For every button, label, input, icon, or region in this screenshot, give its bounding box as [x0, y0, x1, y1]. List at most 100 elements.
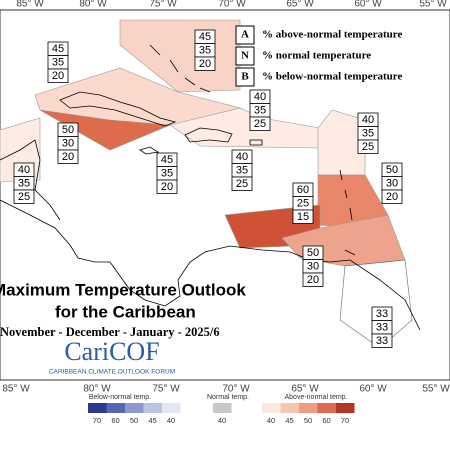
probability-value: 35 — [52, 57, 64, 69]
colorbar-label: Normal temp. — [207, 394, 249, 401]
probability-value: 20 — [161, 181, 173, 193]
probability-value: 25 — [297, 198, 309, 210]
coast-puerto-rico — [249, 139, 263, 146]
probability-value: 20 — [52, 70, 64, 82]
legend: A % above-normal temperature N % normal tem… — [235, 25, 402, 87]
colorbar-swatch — [88, 403, 107, 413]
colorbar-tick: 45 — [148, 416, 156, 425]
probability-value: 50 — [62, 124, 74, 136]
probability-value: 20 — [62, 151, 74, 163]
longitude-label: 60° W — [354, 0, 382, 10]
colorbar-swatch — [143, 403, 162, 413]
probability-value: 33 — [376, 322, 388, 334]
probability-value: 60 — [297, 184, 309, 196]
colorbar-tick: 45 — [285, 416, 293, 425]
probability-value: 15 — [297, 211, 309, 223]
logo-tagline: CARIBBEAN CLIMATE OUTLOOK FORUM — [49, 369, 175, 376]
longitude-label: 85° W — [16, 0, 44, 10]
probability-value: 45 — [52, 43, 64, 55]
colorbar-tick: 40 — [218, 416, 226, 425]
probability-cell — [292, 209, 314, 224]
colorbar-tick: 60 — [111, 416, 119, 425]
probability-cell — [47, 68, 69, 83]
legend-key-box — [235, 25, 255, 45]
coast-yucatan — [0, 139, 61, 221]
probability-value: 35 — [362, 128, 374, 140]
longitude-label: 75° W — [152, 384, 180, 395]
probability-value: 35 — [199, 45, 211, 57]
colorbar-swatch — [125, 403, 144, 413]
title-line: for the Caribbean — [55, 302, 196, 321]
legend-text: % normal temperature — [262, 50, 371, 62]
coast-bahamas — [149, 44, 211, 93]
probability-value: 35 — [254, 105, 266, 117]
region-guianas — [339, 259, 413, 349]
probability-cell — [194, 56, 216, 71]
coast-jamaica — [139, 146, 160, 155]
longitude-label: 55° W — [422, 384, 450, 395]
probability-value: 30 — [386, 178, 398, 190]
probability-value: 33 — [376, 335, 388, 347]
legend-text: % below-normal temperature — [262, 71, 402, 83]
legend-key: A — [241, 29, 249, 41]
coast-cuba — [59, 91, 177, 127]
longitude-label: 70° W — [222, 384, 250, 395]
coastlines — [0, 44, 421, 331]
probability-value: 20 — [307, 274, 319, 286]
probability-value: 35 — [161, 168, 173, 180]
colorbar-tick: 60 — [322, 416, 330, 425]
colorbar-tick: 70 — [341, 416, 349, 425]
longitude-label: 70° W — [218, 0, 246, 10]
probability-cell — [57, 149, 79, 164]
probability-value: 35 — [18, 178, 30, 190]
longitude-label: 75° W — [149, 0, 177, 10]
probability-value: 25 — [254, 118, 266, 130]
colorbar-tick: 50 — [304, 416, 312, 425]
probability-value: 50 — [386, 164, 398, 176]
probability-cell — [231, 176, 253, 191]
probability-cell — [13, 189, 35, 204]
legend-text: % above-normal temperature — [262, 29, 402, 41]
probability-cell — [357, 139, 379, 154]
longitude-label: 80° W — [79, 0, 107, 10]
colorbar-label: Above-normal temp. — [284, 394, 347, 401]
colorbar-swatch — [280, 403, 299, 413]
probability-cell — [371, 333, 393, 348]
probability-value: 40 — [362, 114, 374, 126]
longitude-label: 65° W — [291, 384, 319, 395]
colorbar-label: Below-normal temp. — [89, 394, 151, 401]
probability-cell — [249, 116, 271, 131]
map-frame — [0, 9, 450, 381]
probability-value: 30 — [307, 261, 319, 273]
probability-value: 35 — [236, 165, 248, 177]
longitude-label: 55° W — [419, 0, 447, 10]
coast-hispaniola — [184, 127, 233, 143]
probability-value: 45 — [199, 31, 211, 43]
colorbar-swatch — [262, 403, 281, 413]
probability-value: 45 — [161, 154, 173, 166]
title-period: November - December - January - 2025/6 — [0, 325, 220, 339]
probability-value: 40 — [254, 91, 266, 103]
probability-value: 40 — [18, 164, 30, 176]
probability-value: 30 — [62, 138, 74, 150]
colorbar-swatch — [106, 403, 125, 413]
title-line: Maximum Temperature Outlook — [0, 280, 246, 299]
logo-name: CariCOF — [64, 337, 159, 366]
legend-key: N — [241, 50, 249, 62]
probability-value: 50 — [307, 247, 319, 259]
colorbar-tick: 50 — [130, 416, 138, 425]
colorbar-tick: 40 — [167, 416, 175, 425]
colorbar-swatch — [213, 403, 232, 413]
longitude-label: 85° W — [2, 384, 30, 395]
colorbar-tick: 70 — [93, 416, 101, 425]
longitude-label: 65° W — [286, 0, 314, 10]
probability-cell — [381, 189, 403, 204]
probability-value: 25 — [236, 178, 248, 190]
legend-key-box — [235, 46, 255, 66]
colorbar-swatch — [162, 403, 181, 413]
probability-cell — [302, 272, 324, 287]
legend-key: B — [241, 71, 249, 83]
probability-cell — [156, 179, 178, 194]
probability-value: 25 — [18, 191, 30, 203]
